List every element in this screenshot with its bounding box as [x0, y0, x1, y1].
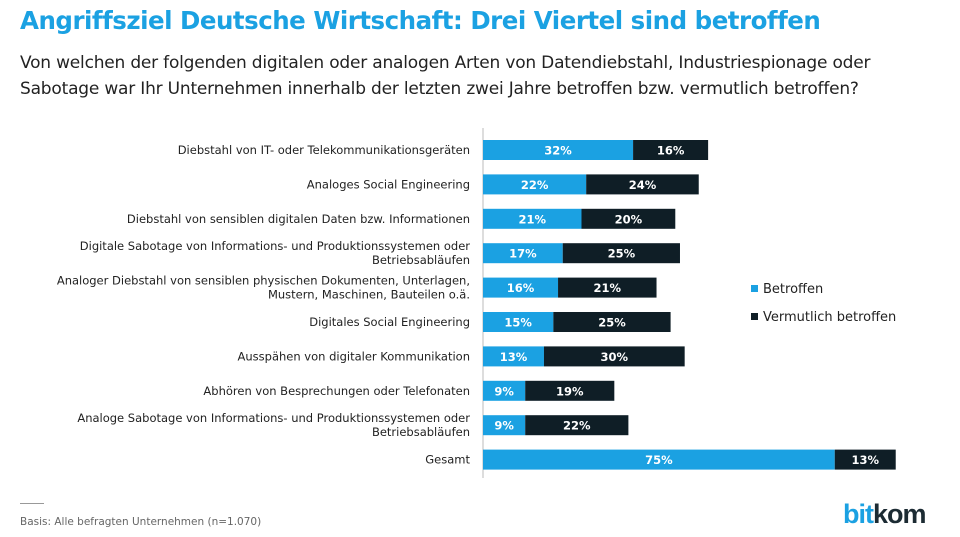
category-label: Betriebsabläufen: [372, 253, 470, 267]
category-label: Betriebsabläufen: [372, 425, 470, 439]
bar-betroffen: [483, 208, 582, 229]
bar-vermutlich: [581, 208, 676, 229]
bar-betroffen: [483, 174, 587, 195]
bitkom-logo: bitkom: [843, 499, 927, 529]
bar-betroffen: [483, 312, 554, 332]
bar-betroffen: [483, 243, 563, 264]
data-label: 21%: [594, 281, 622, 295]
bar-vermutlich: [586, 174, 699, 195]
bar-vermutlich: [834, 449, 896, 470]
bar-vermutlich: [543, 346, 685, 367]
legend-swatch: [751, 285, 758, 292]
category-label: Diebstahl von sensiblen digitalen Daten …: [127, 212, 470, 226]
category-label: Gesamt: [425, 453, 470, 467]
category-label: Analoge Sabotage von Informations- und P…: [77, 411, 470, 425]
data-label: 22%: [521, 178, 549, 192]
data-label: 25%: [598, 316, 626, 330]
bar-vermutlich: [525, 415, 629, 436]
bar-betroffen: [483, 449, 835, 470]
legend-swatch: [751, 313, 758, 320]
data-label: 25%: [608, 247, 636, 261]
category-label: Diebstahl von IT- oder Telekommunikation…: [178, 143, 470, 157]
data-label: 21%: [518, 212, 546, 226]
bar-vermutlich: [558, 277, 657, 298]
category-label: Digitale Sabotage von Informations- und …: [80, 239, 470, 253]
data-label: 32%: [544, 144, 572, 158]
data-label: 75%: [645, 453, 673, 467]
category-label: Mustern, Maschinen, Bauteilen o.ä.: [268, 288, 470, 302]
bar-betroffen: [483, 380, 526, 401]
bar-betroffen: [483, 140, 634, 160]
category-label: Ausspähen von digitaler Kommunikation: [238, 349, 471, 363]
data-label: 17%: [509, 247, 537, 261]
data-label: 15%: [504, 316, 532, 330]
data-label: 16%: [507, 281, 535, 295]
data-label: 19%: [556, 384, 584, 398]
chart-title: Angriffsziel Deutsche Wirtschaft: Drei V…: [20, 6, 821, 35]
bar-vermutlich: [525, 380, 615, 401]
data-label: 30%: [601, 350, 629, 364]
category-label: Analoger Diebstahl von sensiblen physisc…: [57, 274, 470, 288]
chart-subtitle: Von welchen der folgenden digitalen oder…: [20, 53, 871, 99]
data-label: 9%: [494, 419, 514, 433]
data-label: 22%: [563, 419, 591, 433]
category-label: Digitales Social Engineering: [309, 315, 470, 329]
category-label: Analoges Social Engineering: [307, 177, 470, 191]
data-label: 9%: [494, 384, 514, 398]
bar-betroffen: [483, 277, 559, 298]
basis-note: Basis: Alle befragten Unternehmen (n=1.0…: [20, 516, 262, 528]
legend-label: Betroffen: [763, 282, 823, 297]
legend-label: Vermutlich betroffen: [763, 310, 896, 325]
bar-vermutlich: [553, 312, 671, 332]
data-label: 13%: [500, 350, 528, 364]
bar-vermutlich: [633, 140, 709, 160]
bar-vermutlich: [562, 243, 680, 264]
bar-betroffen: [483, 415, 526, 436]
data-label: 24%: [629, 178, 657, 192]
data-label: 20%: [615, 212, 643, 226]
bar-betroffen: [483, 346, 544, 367]
footer-divider: [20, 503, 44, 504]
data-label: 16%: [657, 144, 685, 158]
category-label: Abhören von Besprechungen oder Telefonat…: [203, 384, 470, 398]
data-label: 13%: [851, 453, 879, 467]
